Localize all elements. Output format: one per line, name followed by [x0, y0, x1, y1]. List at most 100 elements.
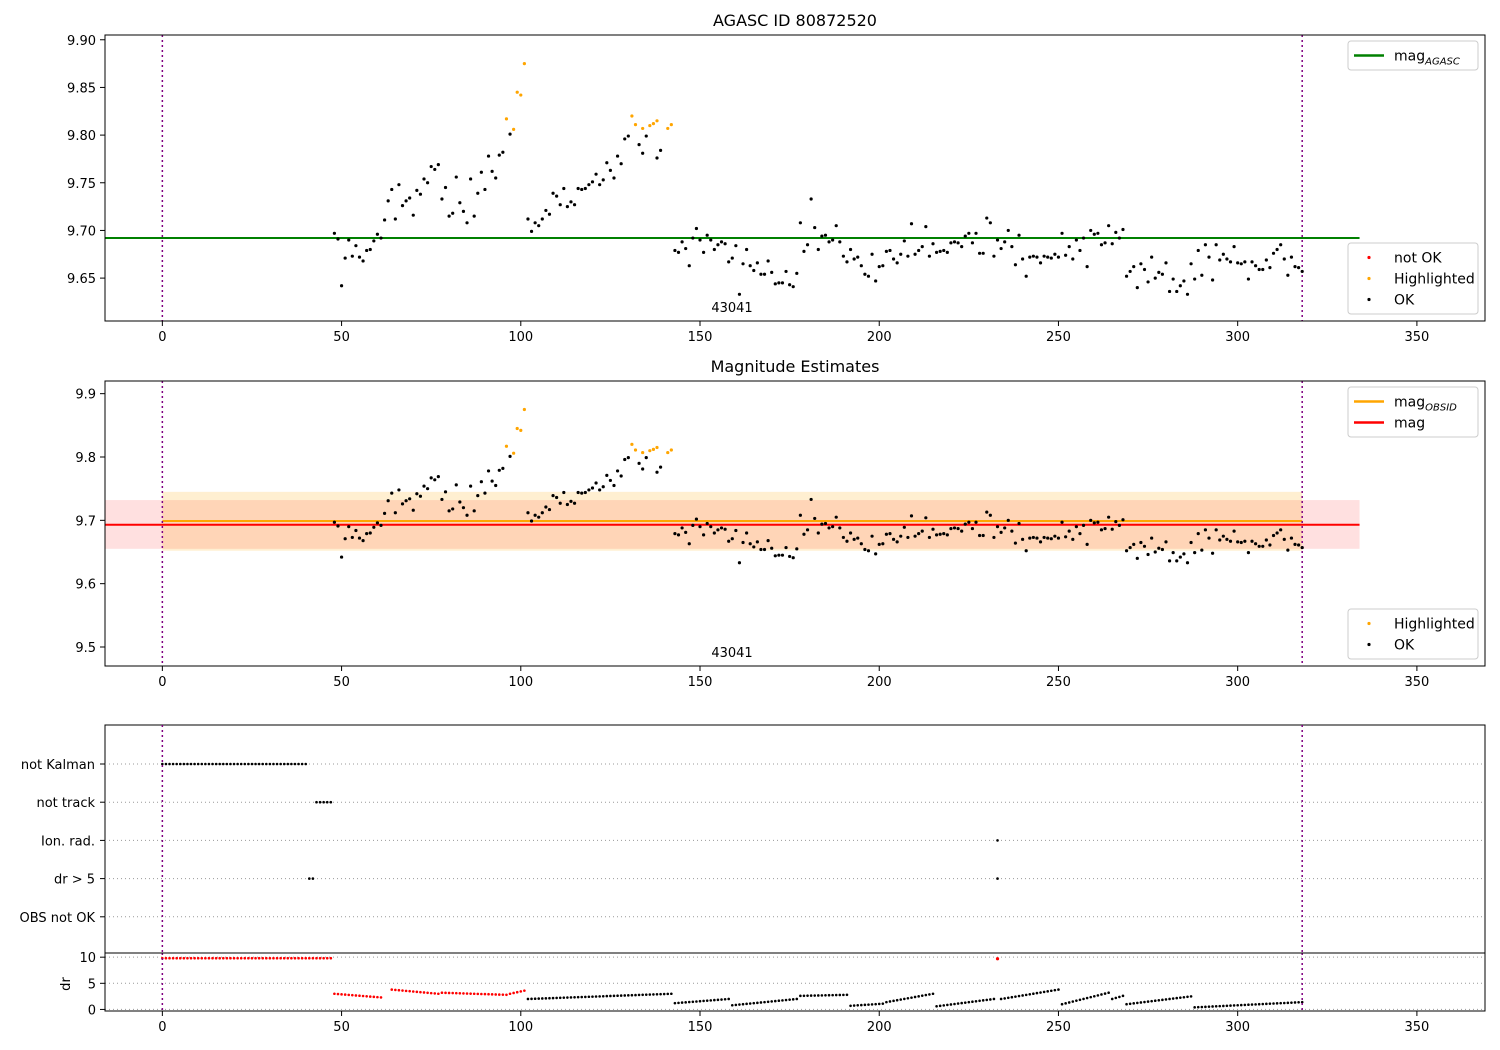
data-point: [1031, 254, 1035, 258]
flag-point: [178, 762, 182, 766]
data-point: [372, 239, 376, 243]
dr-point: [1171, 997, 1175, 1000]
data-point: [687, 542, 691, 546]
data-point: [766, 539, 770, 543]
dr-point: [483, 992, 487, 996]
dr-point: [1236, 1003, 1239, 1007]
dr-point: [207, 956, 211, 960]
data-point: [494, 483, 498, 488]
data-point: [1167, 289, 1172, 294]
dr-point: [1028, 992, 1032, 996]
dr-point: [1121, 994, 1125, 998]
data-point: [1236, 261, 1240, 265]
data-point: [1078, 248, 1082, 253]
data-point: [1253, 542, 1258, 546]
data-point: [777, 553, 781, 557]
data-point: [938, 532, 942, 536]
data-point: [615, 154, 620, 158]
data-point: [648, 123, 652, 128]
data-point: [856, 255, 860, 259]
data-point: [874, 279, 878, 283]
data-point: [1289, 255, 1294, 259]
data-point: [472, 214, 476, 218]
agasc-axes-layer: 0 50 100 150 200 250 300 350 9.65 9.70 9.75 9.80 9.8…: [67, 34, 1486, 345]
dr-point: [526, 997, 530, 1001]
dr-point: [1265, 1002, 1268, 1006]
dr-point: [372, 995, 376, 999]
data-point: [723, 527, 727, 531]
data-point: [1264, 538, 1268, 542]
data-point: [913, 534, 917, 538]
x-tick-label: 300: [1225, 330, 1250, 345]
legend-swatch: [1367, 276, 1371, 281]
data-point: [1200, 548, 1204, 552]
dr-point: [609, 994, 612, 998]
data-point: [920, 529, 924, 533]
flag-label: not Kalman: [21, 758, 95, 773]
dr-point: [311, 956, 315, 960]
flag-point: [272, 762, 275, 766]
data-point: [411, 213, 415, 217]
data-point: [1243, 539, 1247, 543]
dr-point: [1161, 998, 1164, 1002]
data-point: [655, 470, 659, 474]
data-point: [461, 209, 466, 213]
dr-point: [981, 999, 985, 1002]
dr-point: [705, 999, 709, 1002]
data-point: [1153, 276, 1157, 280]
data-point: [1164, 261, 1168, 265]
data-point: [354, 244, 358, 248]
dr-point: [598, 995, 601, 998]
y-tick-label: 9.9: [75, 388, 96, 403]
legend-label: mag: [1394, 416, 1425, 432]
dr-point: [297, 956, 300, 960]
data-point: [723, 242, 727, 246]
dr-point: [860, 1003, 863, 1007]
data-point: [827, 526, 831, 530]
data-point: [938, 249, 942, 254]
data-point: [859, 264, 863, 268]
data-point: [605, 473, 609, 477]
data-point: [1096, 231, 1100, 235]
flag-point: [318, 800, 322, 804]
data-point: [397, 183, 401, 187]
dr-point: [548, 996, 551, 1000]
data-point: [382, 511, 387, 515]
data-point: [339, 284, 344, 288]
dr-point: [1157, 998, 1161, 1002]
flag-point: [325, 800, 329, 804]
data-point: [859, 542, 863, 546]
dr-point: [1247, 1003, 1250, 1007]
data-point: [945, 533, 949, 537]
dr-point: [1003, 997, 1006, 1000]
data-point: [418, 192, 423, 196]
data-point: [1096, 520, 1100, 524]
legend-swatch: [1367, 255, 1371, 260]
data-point: [992, 535, 996, 540]
data-point: [788, 554, 792, 559]
data-point: [347, 525, 351, 529]
data-point: [805, 528, 810, 532]
data-point: [443, 185, 448, 190]
flag-point: [275, 762, 279, 766]
data-point: [361, 259, 365, 263]
legend-swatch: [1367, 621, 1371, 626]
data-point: [490, 169, 494, 173]
dr-point: [200, 956, 204, 960]
flag-point: [232, 762, 236, 766]
data-point: [461, 506, 466, 510]
data-point: [705, 233, 709, 237]
data-point: [734, 244, 738, 248]
dr-point: [351, 993, 354, 997]
dr-point: [648, 993, 652, 996]
data-point: [745, 531, 749, 535]
data-point: [870, 252, 874, 256]
flag-point: [290, 762, 293, 766]
agasc-points-layer: [332, 62, 1304, 296]
panel-dr: 0 50 100 150 200 250 300 350 0 5 10 dr: [59, 951, 1486, 1035]
data-point: [469, 484, 473, 488]
data-point: [558, 203, 562, 207]
data-point: [1060, 520, 1064, 524]
data-point: [909, 514, 914, 518]
data-point: [601, 178, 605, 182]
